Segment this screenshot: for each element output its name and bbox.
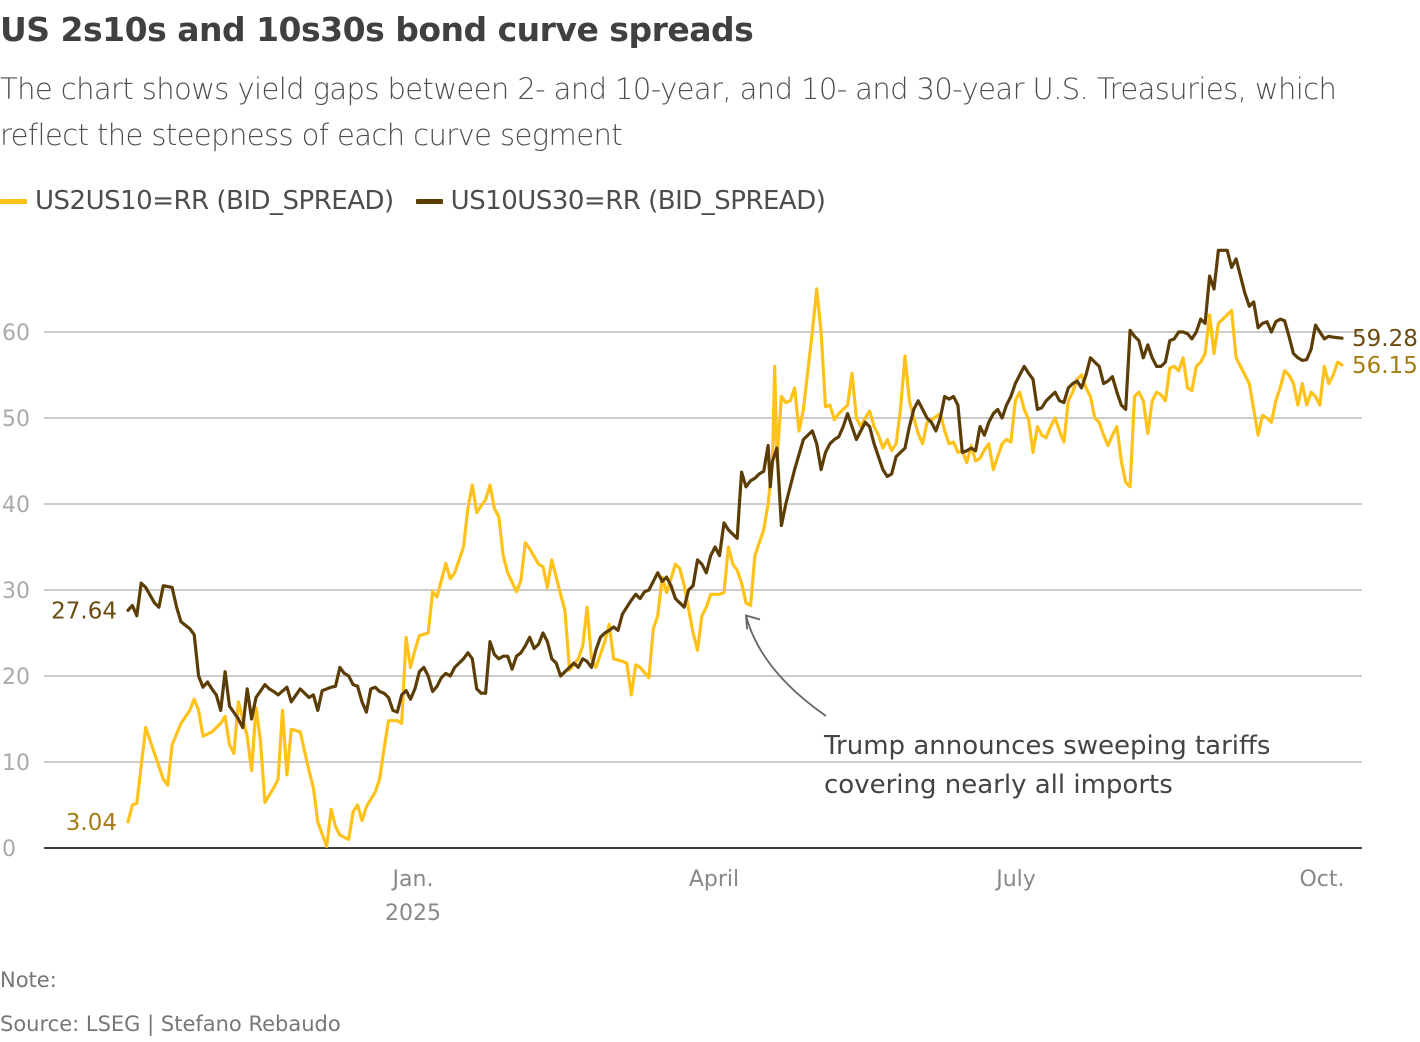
annotation-text-line: covering nearly all imports — [824, 770, 1173, 800]
annotation-text-line: Trump announces sweeping tariffs — [823, 731, 1270, 761]
legend-label-us10us30: US10US30=RR (BID_SPREAD) — [450, 186, 826, 216]
legend-item-us10us30: US10US30=RR (BID_SPREAD) — [415, 186, 826, 216]
series-line-us2us10 — [126, 287, 1344, 848]
series-line-us10us30 — [126, 248, 1344, 730]
y-tick-label: 20 — [2, 665, 30, 690]
x-tick-sublabel: 2025 — [385, 901, 441, 926]
y-tick-label: 50 — [2, 407, 30, 432]
y-tick-label: 10 — [2, 751, 30, 776]
x-tick-label: Oct. — [1299, 867, 1344, 892]
arrowhead-icon — [745, 614, 761, 630]
series-end-labels: 3.04 56.15 27.64 59.28 — [51, 326, 1418, 836]
series-lines — [126, 248, 1344, 848]
y-tick-label: 40 — [2, 493, 30, 518]
legend-swatch-us2us10 — [0, 198, 27, 204]
legend-label-us2us10: US2US10=RR (BID_SPREAD) — [35, 186, 394, 216]
x-tick-label: April — [689, 867, 739, 892]
x-tick-label: Jan. — [391, 867, 434, 892]
start-value-label-us2us10: 3.04 — [66, 810, 117, 836]
x-tick-label: July — [994, 867, 1036, 892]
end-value-label-us10us30: 59.28 — [1352, 326, 1418, 352]
gridlines — [44, 331, 1362, 849]
legend-item-us2us10: US2US10=RR (BID_SPREAD) — [0, 186, 394, 216]
annotation: Trump announces sweeping tariffs covering… — [745, 614, 1270, 800]
line-chart: 0 10 20 30 40 50 60 Jan. 2025 April July Oct. 3.04… — [2, 248, 1418, 926]
x-axis-ticks: Jan. 2025 April July Oct. — [385, 867, 1345, 926]
annotation-arrow — [745, 615, 827, 717]
chart-title: US 2s10s and 10s30s bond curve spreads — [0, 10, 754, 49]
y-tick-label: 30 — [2, 579, 30, 604]
y-tick-label: 0 — [2, 837, 16, 862]
start-value-label-us10us30: 27.64 — [51, 598, 117, 624]
y-tick-label: 60 — [2, 321, 30, 346]
legend-swatch-us10us30 — [415, 198, 443, 204]
footer-source: Source: LSEG | Stefano Rebaudo — [0, 1012, 341, 1036]
end-value-label-us2us10: 56.15 — [1352, 353, 1418, 379]
chart-subtitle: The chart shows yield gaps between 2- an… — [0, 72, 1337, 152]
y-axis-ticks: 0 10 20 30 40 50 60 — [2, 321, 30, 862]
legend: US2US10=RR (BID_SPREAD) US10US30=RR (BID… — [0, 186, 847, 216]
footer-note: Note: — [0, 968, 57, 992]
